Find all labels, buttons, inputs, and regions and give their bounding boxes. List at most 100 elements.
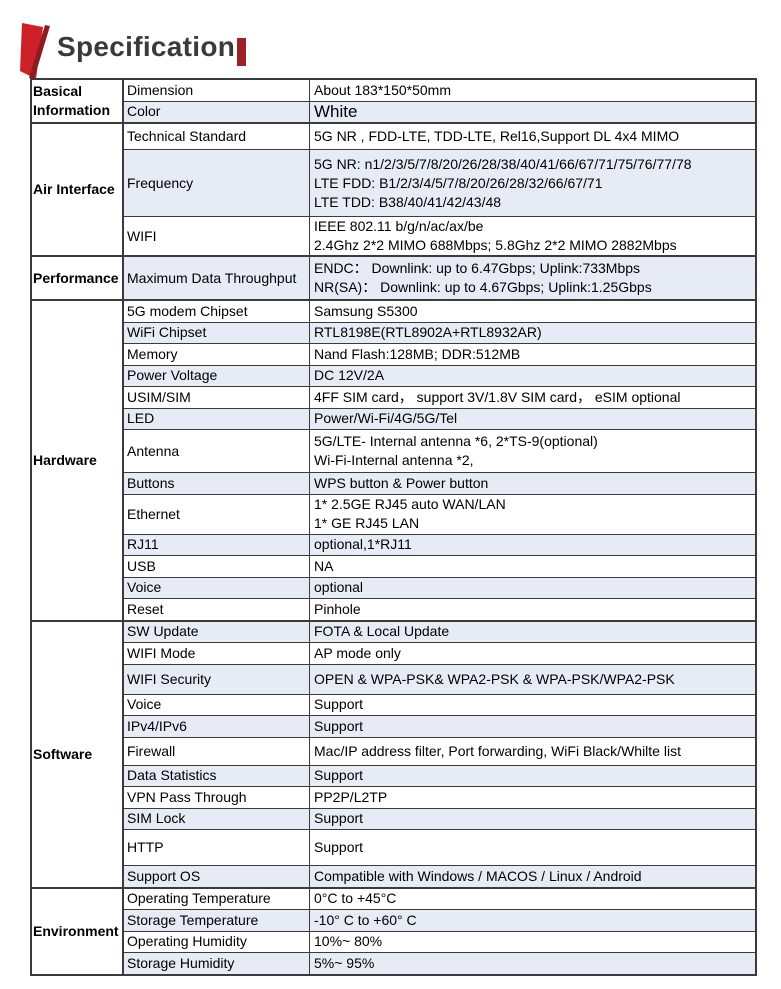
table-row: Storage Humidity 5%~ 95%: [124, 953, 755, 974]
table-row: WiFi Chipset RTL8198E(RTL8902A+RTL8932AR): [124, 322, 755, 344]
table-row: HTTP Support: [124, 830, 755, 866]
category-cell: Air Interface: [32, 124, 124, 255]
item-cell: WIFI Mode: [124, 643, 310, 664]
value-line: 5G NR: n1/2/3/5/7/8/20/26/28/38/40/41/66…: [314, 155, 692, 172]
value-cell: Support: [310, 766, 755, 787]
item-cell: WiFi Chipset: [124, 322, 310, 343]
table-row: IPv4/IPv6 Support: [124, 716, 755, 738]
section-rows: SW Update FOTA & Local Update WIFI Mode AP …: [124, 621, 755, 887]
item-cell: LED: [124, 408, 310, 429]
table-section: Hardware 5G modem Chipset Samsung S5300 WiF…: [32, 301, 755, 622]
value-line: AP mode only: [314, 644, 401, 661]
value-cell: Power/Wi-Fi/4G/5G/Tel: [310, 409, 755, 430]
item-cell: Voice: [124, 577, 310, 598]
item-cell: Reset: [124, 599, 310, 620]
value-line: About 183*150*50mm: [314, 81, 451, 98]
value-line: 4FF SIM card， support 3V/1.8V SIM card， …: [314, 388, 681, 405]
category-cell: Performance: [32, 257, 124, 299]
item-cell: WIFI: [124, 217, 310, 255]
value-line: ENDC： Downlink: up to 6.47Gbps; Uplink:7…: [314, 260, 641, 276]
item-cell: Maximum Data Throughput: [124, 257, 310, 299]
value-line: White: [314, 102, 358, 122]
value-cell: 5G NR , FDD-LTE, TDD-LTE, Rel16,Support …: [310, 124, 755, 149]
item-cell: Operating Temperature: [124, 888, 310, 909]
value-line: 10%~ 80%: [314, 933, 383, 950]
value-cell: Pinhole: [310, 599, 755, 620]
value-cell: 5G/LTE- Internal antenna *6, 2*TS-9(opti…: [310, 430, 755, 472]
item-cell: USB: [124, 556, 310, 577]
section-rows: Maximum Data Throughput ENDC： Downlink: u…: [124, 257, 755, 299]
value-line: 1* GE RJ45 LAN: [314, 515, 420, 531]
table-section: Software SW Update FOTA & Local Update WIFI…: [32, 621, 755, 889]
value-cell: 5G NR: n1/2/3/5/7/8/20/26/28/38/40/41/66…: [310, 150, 755, 216]
item-cell: Storage Temperature: [124, 910, 310, 931]
value-cell: 0°C to +45°C: [310, 889, 755, 910]
table-row: Operating Temperature 0°C to +45°C: [124, 888, 755, 910]
value-cell: RTL8198E(RTL8902A+RTL8932AR): [310, 323, 755, 344]
table-row: LED Power/Wi-Fi/4G/5G/Tel: [124, 408, 755, 430]
item-cell: Memory: [124, 344, 310, 365]
value-cell: optional,1*RJ11: [310, 535, 755, 556]
value-cell: About 183*150*50mm: [310, 80, 755, 101]
item-cell: SW Update: [124, 621, 310, 642]
value-cell: NA: [310, 556, 755, 577]
table-row: Buttons WPS button & Power button: [124, 473, 755, 495]
section-rows: Operating Temperature 0°C to +45°C Storage…: [124, 888, 755, 974]
value-line: FOTA & Local Update: [314, 623, 450, 640]
value-cell: FOTA & Local Update: [310, 622, 755, 643]
section-rows: Technical Standard 5G NR , FDD-LTE, TDD-L…: [124, 124, 755, 255]
value-cell: PP2P/L2TP: [310, 787, 755, 808]
item-cell: Power Voltage: [124, 365, 310, 386]
table-row: Maximum Data Throughput ENDC： Downlink: u…: [124, 257, 755, 299]
item-cell: Buttons: [124, 473, 310, 494]
red-slash-logo-icon: [20, 23, 50, 79]
value-line: Nand Flash:128MB; DDR:512MB: [314, 345, 521, 362]
value-line: optional: [314, 579, 364, 596]
table-row: SIM Lock Support: [124, 808, 755, 830]
table-row: Antenna 5G/LTE- Internal antenna *6, 2*TS…: [124, 430, 755, 473]
table-section: Air Interface Technical Standard 5G NR , F…: [32, 124, 755, 257]
category-cell: Environment: [32, 888, 124, 974]
value-line: IEEE 802.11 b/g/n/ac/ax/be: [314, 218, 484, 234]
value-line: 5%~ 95%: [314, 954, 375, 971]
value-line: optional,1*RJ11: [314, 536, 412, 553]
table-row: Voice optional: [124, 577, 755, 599]
item-cell: VPN Pass Through: [124, 787, 310, 808]
value-line: Power/Wi-Fi/4G/5G/Tel: [314, 410, 458, 427]
value-line: Wi-Fi-Internal antenna *2,: [314, 452, 474, 468]
value-cell: 10%~ 80%: [310, 932, 755, 953]
table-section: Performance Maximum Data Throughput ENDC： …: [32, 257, 755, 301]
value-cell: 5%~ 95%: [310, 953, 755, 974]
value-line: Support: [314, 767, 364, 784]
table-section: Basical Information Dimension About 183*15…: [32, 80, 755, 124]
table-row: RJ11 optional,1*RJ11: [124, 534, 755, 556]
item-cell: Dimension: [124, 80, 310, 101]
value-line: 0°C to +45°C: [314, 890, 397, 907]
table-row: Storage Temperature -10° C to +60° C: [124, 910, 755, 932]
value-line: Samsung S5300: [314, 302, 418, 319]
value-line: Support: [314, 810, 364, 827]
value-line: NR(SA)： Downlink: up to 4.67Gbps; Uplink…: [314, 279, 652, 295]
section-rows: 5G modem Chipset Samsung S5300 WiFi Chipse…: [124, 301, 755, 620]
table-row: Voice Support: [124, 694, 755, 716]
table-row: Color White: [124, 101, 755, 123]
item-cell: Antenna: [124, 430, 310, 472]
table-row: WIFI Security OPEN & WPA-PSK& WPA2-PSK & …: [124, 664, 755, 695]
value-line: Compatible with Windows / MACOS / Linux …: [314, 867, 642, 884]
item-cell: Storage Humidity: [124, 953, 310, 974]
table-row: SW Update FOTA & Local Update: [124, 621, 755, 643]
item-cell: SIM Lock: [124, 808, 310, 829]
value-cell: WPS button & Power button: [310, 473, 755, 494]
table-row: Firewall Mac/IP address filter, Port forw…: [124, 737, 755, 766]
value-cell: optional: [310, 578, 755, 599]
table-row: 5G modem Chipset Samsung S5300: [124, 301, 755, 323]
category-cell: Basical Information: [32, 80, 124, 122]
specification-table: Basical Information Dimension About 183*15…: [30, 78, 757, 976]
value-cell: Support: [310, 809, 755, 830]
value-cell: White: [310, 102, 755, 123]
item-cell: Technical Standard: [124, 124, 310, 149]
value-line: LTE FDD: B1/2/3/4/5/7/8/20/26/28/32/66/6…: [314, 174, 603, 191]
value-line: WPS button & Power button: [314, 474, 489, 491]
value-cell: Compatible with Windows / MACOS / Linux …: [310, 866, 755, 887]
